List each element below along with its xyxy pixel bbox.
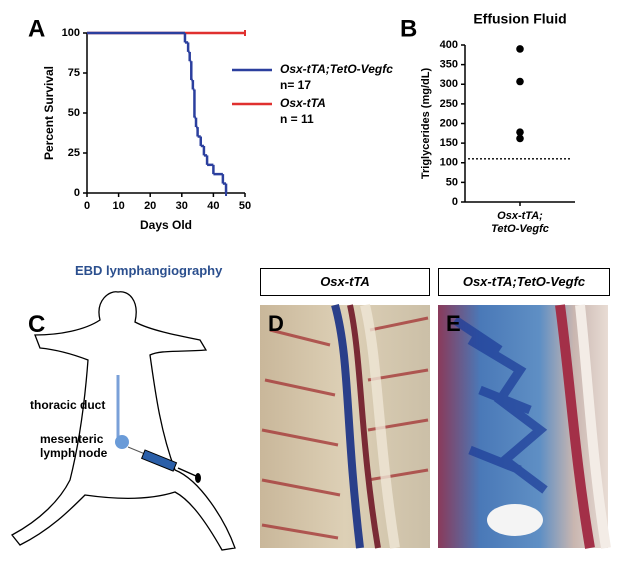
chart-title: Effusion Fluid xyxy=(473,11,566,27)
photo-d xyxy=(260,303,430,549)
panel-label: A xyxy=(28,15,45,42)
legend-annotation: n = 11 xyxy=(280,112,314,126)
mouse-outline xyxy=(11,291,236,551)
x-tick-label: 0 xyxy=(84,200,90,212)
photo-title: Osx-tTA xyxy=(260,268,430,296)
y-tick-label: 350 xyxy=(440,59,458,71)
x-tick-label: 50 xyxy=(239,200,251,212)
legend-label: Osx-tTA xyxy=(280,96,326,110)
lymph-title: EBD lymphangiography xyxy=(75,263,223,278)
photo-title: Osx-tTA;TetO-Vegfc xyxy=(438,268,610,296)
y-tick-label: 150 xyxy=(440,137,458,149)
data-point xyxy=(516,77,524,86)
y-tick-label: 200 xyxy=(440,117,458,129)
y-tick-label: 100 xyxy=(62,27,80,39)
y-tick-label: 25 xyxy=(68,147,80,159)
panel-label: E xyxy=(446,311,461,336)
y-tick-label: 100 xyxy=(440,157,458,169)
panel-label: C xyxy=(28,311,46,338)
panel-label: D xyxy=(268,311,284,336)
data-point xyxy=(516,128,524,136)
y-tick-label: 250 xyxy=(440,98,458,110)
y-tick-label: 0 xyxy=(452,196,458,208)
y-tick-label: 50 xyxy=(68,107,80,119)
x-axis-label: Days Old xyxy=(140,218,192,232)
y-tick-label: 75 xyxy=(68,67,80,79)
y-tick-label: 300 xyxy=(440,78,458,90)
data-point xyxy=(516,134,524,143)
syringe xyxy=(127,446,201,483)
annotation: mesenteric lymph node xyxy=(40,432,108,460)
x-tick-label: Osx-tTA; TetO-Vegfc xyxy=(491,210,549,235)
photo-e xyxy=(438,304,611,549)
y-axis-label: Triglycerides (mg/dL) xyxy=(420,68,432,180)
x-tick-label: 40 xyxy=(207,200,219,212)
legend-label: Osx-tTA;TetO-Vegfc xyxy=(280,62,393,76)
x-tick-label: 20 xyxy=(144,200,156,212)
x-tick-label: 10 xyxy=(112,200,124,212)
annotation: thoracic duct xyxy=(30,398,106,412)
y-tick-label: 0 xyxy=(74,187,80,199)
y-tick-label: 400 xyxy=(440,39,458,51)
data-point xyxy=(516,45,524,53)
panel-label: B xyxy=(400,15,417,42)
legend-annotation: n= 17 xyxy=(280,78,311,92)
lymph-node xyxy=(115,435,129,449)
x-tick-label: 30 xyxy=(176,200,188,212)
y-axis-label: Percent Survival xyxy=(42,66,56,160)
y-tick-label: 50 xyxy=(446,176,458,188)
